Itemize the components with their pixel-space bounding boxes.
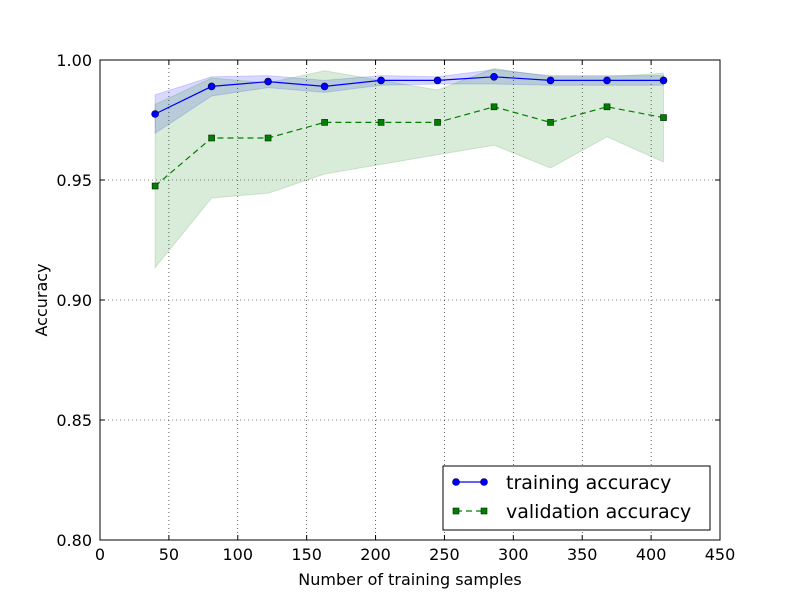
x-tick-label: 50 xyxy=(159,545,179,564)
grid-layer xyxy=(100,60,720,540)
x-tick-label: 0 xyxy=(95,545,105,564)
x-tick-label: 200 xyxy=(360,545,391,564)
validation-point xyxy=(547,119,554,126)
legend-marker-validation-left xyxy=(452,507,460,515)
x-tick-label: 450 xyxy=(705,545,736,564)
legend-marker-training-right xyxy=(480,478,488,486)
x-axis-label: Number of training samples xyxy=(298,570,521,589)
x-tick-label: 150 xyxy=(291,545,322,564)
training-point xyxy=(377,76,385,85)
validation-point xyxy=(264,134,272,142)
x-tick-label: 300 xyxy=(498,545,529,564)
training-point xyxy=(603,76,611,85)
validation-point xyxy=(208,134,215,142)
legend-label-training: training accuracy xyxy=(506,472,671,494)
training-point xyxy=(207,82,216,91)
training-band xyxy=(154,69,665,135)
training-point xyxy=(546,76,555,85)
legend-marker-validation-right xyxy=(480,507,488,515)
y-tick-label: 0.95 xyxy=(56,171,92,190)
y-tick-label: 0.85 xyxy=(56,411,92,430)
y-tick-label: 0.90 xyxy=(56,291,92,310)
y-tick-label: 0.80 xyxy=(56,531,92,550)
training-point xyxy=(433,76,442,85)
line-layer xyxy=(154,76,664,187)
validation-point xyxy=(660,114,667,121)
training-point xyxy=(659,76,668,85)
y-tick-label: 1.00 xyxy=(56,51,92,70)
validation-point xyxy=(377,119,385,126)
validation-point xyxy=(434,119,441,126)
training-point xyxy=(264,77,272,86)
validation-line xyxy=(154,106,664,187)
validation-point xyxy=(603,103,611,111)
legend-marker-training-left xyxy=(452,478,460,486)
y-axis-label: Accuracy xyxy=(32,263,51,336)
training-point xyxy=(490,73,498,81)
training-line xyxy=(154,76,664,115)
validation-point xyxy=(151,182,159,190)
validation-point xyxy=(490,103,498,111)
legend-box xyxy=(442,465,711,531)
tick-layer: 0 50 100 150 200 250 300 350 400 450 0.80 0.85 0.90 0… xyxy=(56,51,735,564)
marker-layer xyxy=(151,73,668,190)
x-tick-label: 250 xyxy=(429,545,460,564)
training-point xyxy=(320,82,329,91)
x-tick-label: 350 xyxy=(567,545,598,564)
legend: training accuracy validation accuracy xyxy=(442,465,711,531)
training-point xyxy=(151,110,159,118)
validation-point xyxy=(321,119,328,126)
x-tick-label: 400 xyxy=(636,545,667,564)
legend-label-validation: validation accuracy xyxy=(506,501,691,523)
x-tick-label: 100 xyxy=(223,545,254,564)
